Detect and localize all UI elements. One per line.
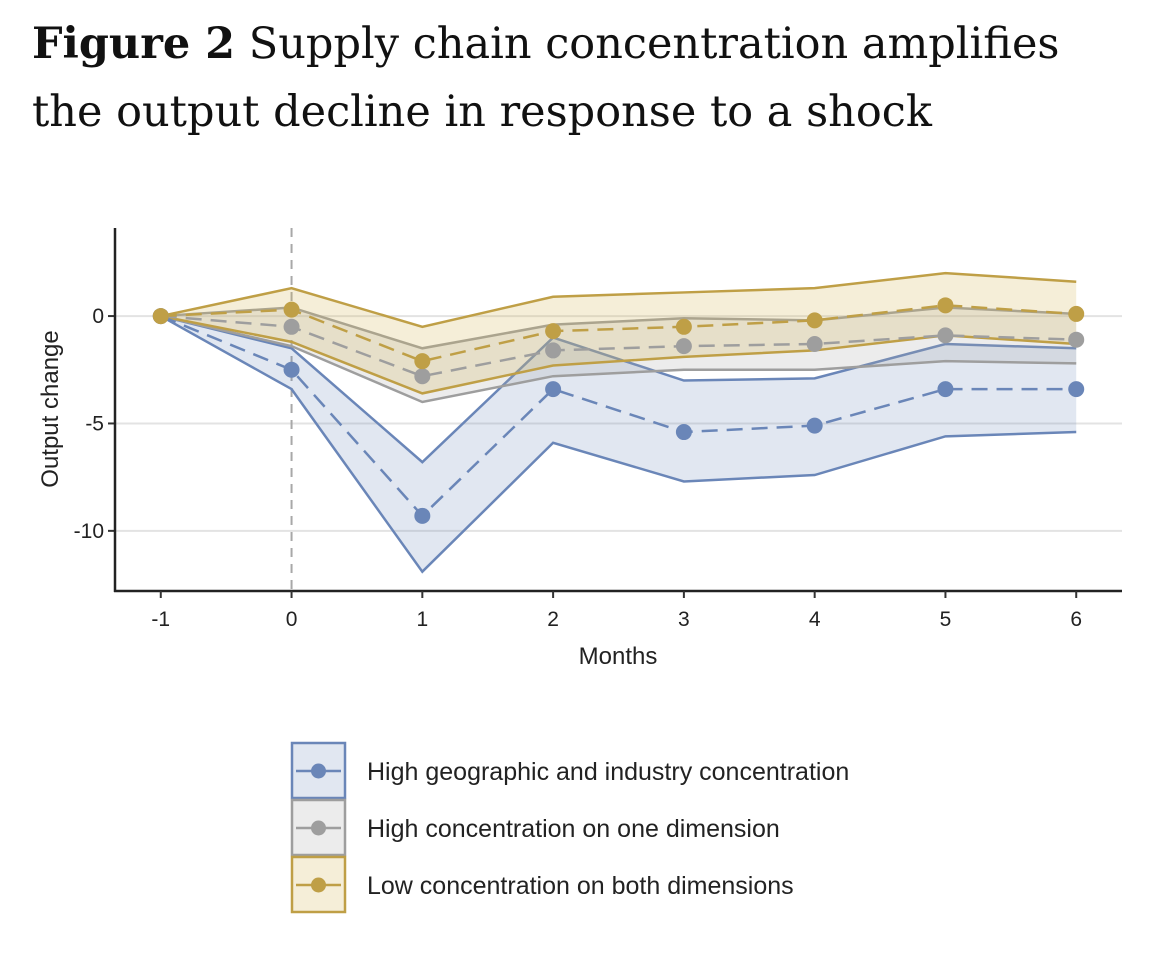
data-point <box>1068 305 1085 322</box>
data-point <box>414 507 431 524</box>
figure-label: Figure 2 <box>32 19 236 69</box>
confidence-bands <box>160 271 1077 574</box>
y-tick-label: 0 <box>92 305 104 328</box>
legend-label: High concentration on one dimension <box>367 815 780 843</box>
legend-label: Low concentration on both dimensions <box>367 872 794 900</box>
data-point <box>806 417 823 434</box>
data-point <box>675 318 692 335</box>
data-point <box>806 335 823 352</box>
figure-caption: Supply chain concentration amplifies the… <box>32 19 1060 137</box>
data-point <box>675 338 692 355</box>
confidence-band <box>160 307 1077 402</box>
y-tick-label: -10 <box>74 520 104 543</box>
x-tick-label: 6 <box>1070 608 1082 631</box>
data-point <box>283 361 300 378</box>
series-line <box>160 304 1077 363</box>
data-point <box>152 308 169 325</box>
x-tick-label: 0 <box>286 608 298 631</box>
data-point <box>1068 381 1085 398</box>
data-point <box>1068 331 1085 348</box>
legend-label: High geographic and industry concentrati… <box>367 758 849 786</box>
x-tick-label: -1 <box>151 608 170 631</box>
confidence-band <box>160 316 1077 572</box>
series-line <box>160 314 1077 518</box>
data-point <box>545 323 562 340</box>
data-point <box>283 301 300 318</box>
data-point <box>937 381 954 398</box>
data-point <box>937 327 954 344</box>
data-point <box>414 353 431 370</box>
data-point <box>545 381 562 398</box>
legend-marker <box>311 877 326 893</box>
y-tick-label: -5 <box>85 412 104 435</box>
legend-marker <box>311 763 326 779</box>
data-point <box>283 318 300 335</box>
legend-marker <box>311 820 326 836</box>
x-tick-label: 3 <box>678 608 690 631</box>
band-upper-edge <box>160 314 1077 464</box>
data-point <box>675 424 692 441</box>
band-lower-edge <box>160 314 1077 404</box>
y-axis-title: Output change <box>37 330 64 487</box>
x-tick-label: 2 <box>547 608 559 631</box>
band-upper-edge <box>160 306 1077 350</box>
band-lower-edge <box>160 314 1077 574</box>
x-tick-label: 1 <box>416 608 428 631</box>
band-upper-edge <box>160 271 1077 329</box>
legend: High geographic and industry concentrati… <box>290 741 849 914</box>
data-point <box>545 342 562 359</box>
data-point <box>414 368 431 385</box>
series-points <box>152 297 1085 524</box>
data-point <box>937 297 954 314</box>
series-line <box>160 314 1077 378</box>
data-point <box>806 312 823 329</box>
x-tick-label: 5 <box>940 608 952 631</box>
series-lines <box>160 304 1077 518</box>
gridlines <box>115 315 1122 532</box>
x-tick-label: 4 <box>809 608 821 631</box>
x-axis-title: Months <box>579 643 658 670</box>
figure-title: Figure 2 Supply chain concentration ampl… <box>32 10 1142 146</box>
